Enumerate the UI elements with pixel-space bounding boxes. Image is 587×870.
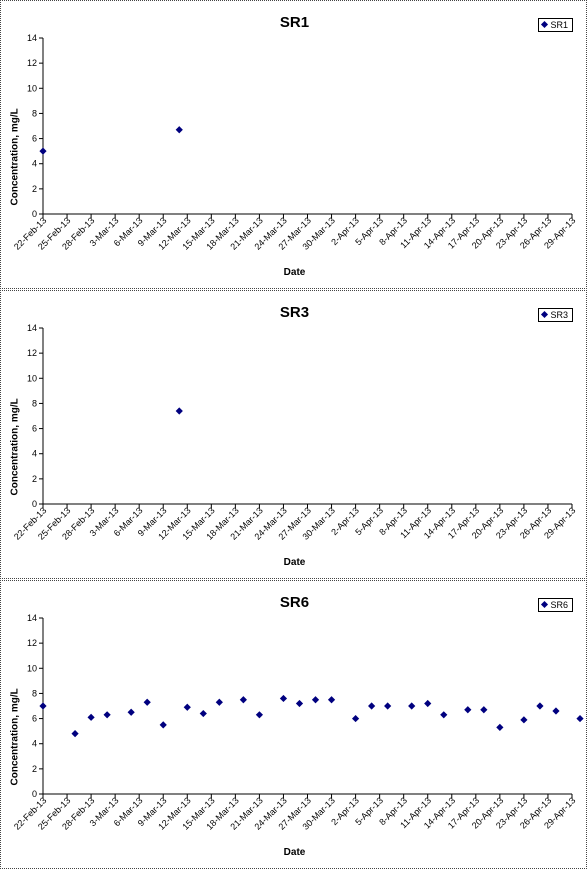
y-axis-label: Concentration, mg/L — [9, 108, 21, 206]
data-point — [255, 711, 264, 719]
data-point — [239, 696, 247, 704]
data-point — [279, 694, 288, 703]
legend-marker-diamond-icon — [541, 310, 549, 319]
y-tick-label: 14 — [27, 33, 37, 43]
chart-panel-sr6: 0 2 4 6 8 10 12 14 22-Feb-13 25-Feb-13 28-Feb-13 3-… — [0, 580, 587, 869]
y-tick-label: 12 — [27, 58, 37, 68]
y-tick-label: 12 — [27, 348, 37, 358]
y-tick-label: 0 — [32, 499, 37, 509]
chart-panel-sr1: 0 2 4 6 8 10 12 14 22-Feb-13 25-Feb-13 28-Feb-13 3-… — [0, 0, 587, 289]
data-point — [351, 714, 360, 723]
data-point — [175, 126, 183, 134]
y-axis-label: Concentration, mg/L — [9, 688, 21, 786]
x-axis-label: Date — [283, 557, 306, 568]
data-point — [159, 721, 167, 729]
data-point — [199, 709, 207, 718]
y-tick-label: 2 — [32, 764, 37, 774]
chart-panel-sr3: 0 2 4 6 8 10 12 14 22-Feb-13 25-Feb-13 28-Feb-13 3-… — [0, 290, 587, 579]
data-point — [71, 730, 79, 738]
y-tick-label: 0 — [32, 209, 37, 219]
data-point — [480, 706, 488, 714]
y-tick-label: 2 — [32, 474, 37, 484]
data-point — [496, 723, 504, 731]
legend: SR1 — [538, 18, 573, 32]
legend-entry: SR6 — [550, 600, 568, 610]
y-tick-label: 10 — [27, 663, 37, 673]
data-point — [327, 696, 336, 704]
data-point — [143, 698, 151, 706]
x-axis-label: Date — [283, 847, 306, 858]
legend: SR6 — [538, 598, 573, 612]
y-tick-label: 8 — [32, 108, 37, 118]
y-tick-label: 4 — [32, 449, 37, 459]
data-point — [39, 702, 47, 710]
data-point — [368, 702, 376, 710]
y-tick-label: 14 — [27, 323, 37, 333]
data-point — [103, 711, 111, 719]
chart-title: SR6 — [279, 594, 310, 611]
data-point — [215, 698, 223, 706]
legend-entry: SR1 — [550, 20, 568, 30]
y-tick-label: 12 — [27, 638, 37, 648]
legend-marker-diamond-icon — [541, 600, 549, 609]
data-point — [175, 407, 183, 415]
data-point — [520, 716, 528, 724]
y-tick-label: 8 — [32, 398, 37, 408]
data-point — [464, 706, 472, 714]
data-point — [536, 702, 544, 710]
y-tick-label: 2 — [32, 184, 37, 194]
data-point — [311, 696, 320, 704]
y-tick-label: 4 — [32, 739, 37, 749]
data-point — [440, 711, 448, 719]
y-tick-label: 14 — [27, 613, 37, 623]
data-point — [39, 147, 47, 155]
y-tick-label: 6 — [32, 424, 37, 434]
y-tick-label: 10 — [27, 373, 37, 383]
legend-marker-diamond-icon — [541, 20, 549, 29]
y-tick-label: 10 — [27, 83, 37, 93]
y-tick-label: 6 — [32, 134, 37, 144]
data-point — [295, 699, 304, 708]
data-point — [424, 699, 432, 708]
chart-title: SR3 — [279, 304, 310, 321]
plot-svg: 0246810121422-Feb-1325-Feb-1328-Feb-133-… — [12, 323, 577, 542]
legend: SR3 — [538, 308, 573, 322]
legend-entry: SR3 — [550, 310, 568, 320]
y-tick-label: 4 — [32, 159, 37, 169]
data-point — [408, 702, 416, 710]
chart-title: SR1 — [279, 14, 310, 31]
data-point — [183, 703, 191, 711]
data-point — [576, 714, 584, 723]
x-axis-label: Date — [283, 267, 306, 278]
y-axis-label: Concentration, mg/L — [9, 398, 21, 496]
data-point — [127, 708, 135, 716]
y-tick-label: 0 — [32, 789, 37, 799]
plot-svg: 0246810121422-Feb-1325-Feb-1328-Feb-133-… — [12, 613, 584, 832]
y-tick-label: 6 — [32, 714, 37, 724]
data-point — [384, 702, 392, 710]
data-point — [87, 713, 95, 721]
data-point — [552, 707, 560, 715]
y-tick-label: 8 — [32, 688, 37, 698]
plot-svg: 0246810121422-Feb-1325-Feb-1328-Feb-133-… — [12, 33, 577, 252]
